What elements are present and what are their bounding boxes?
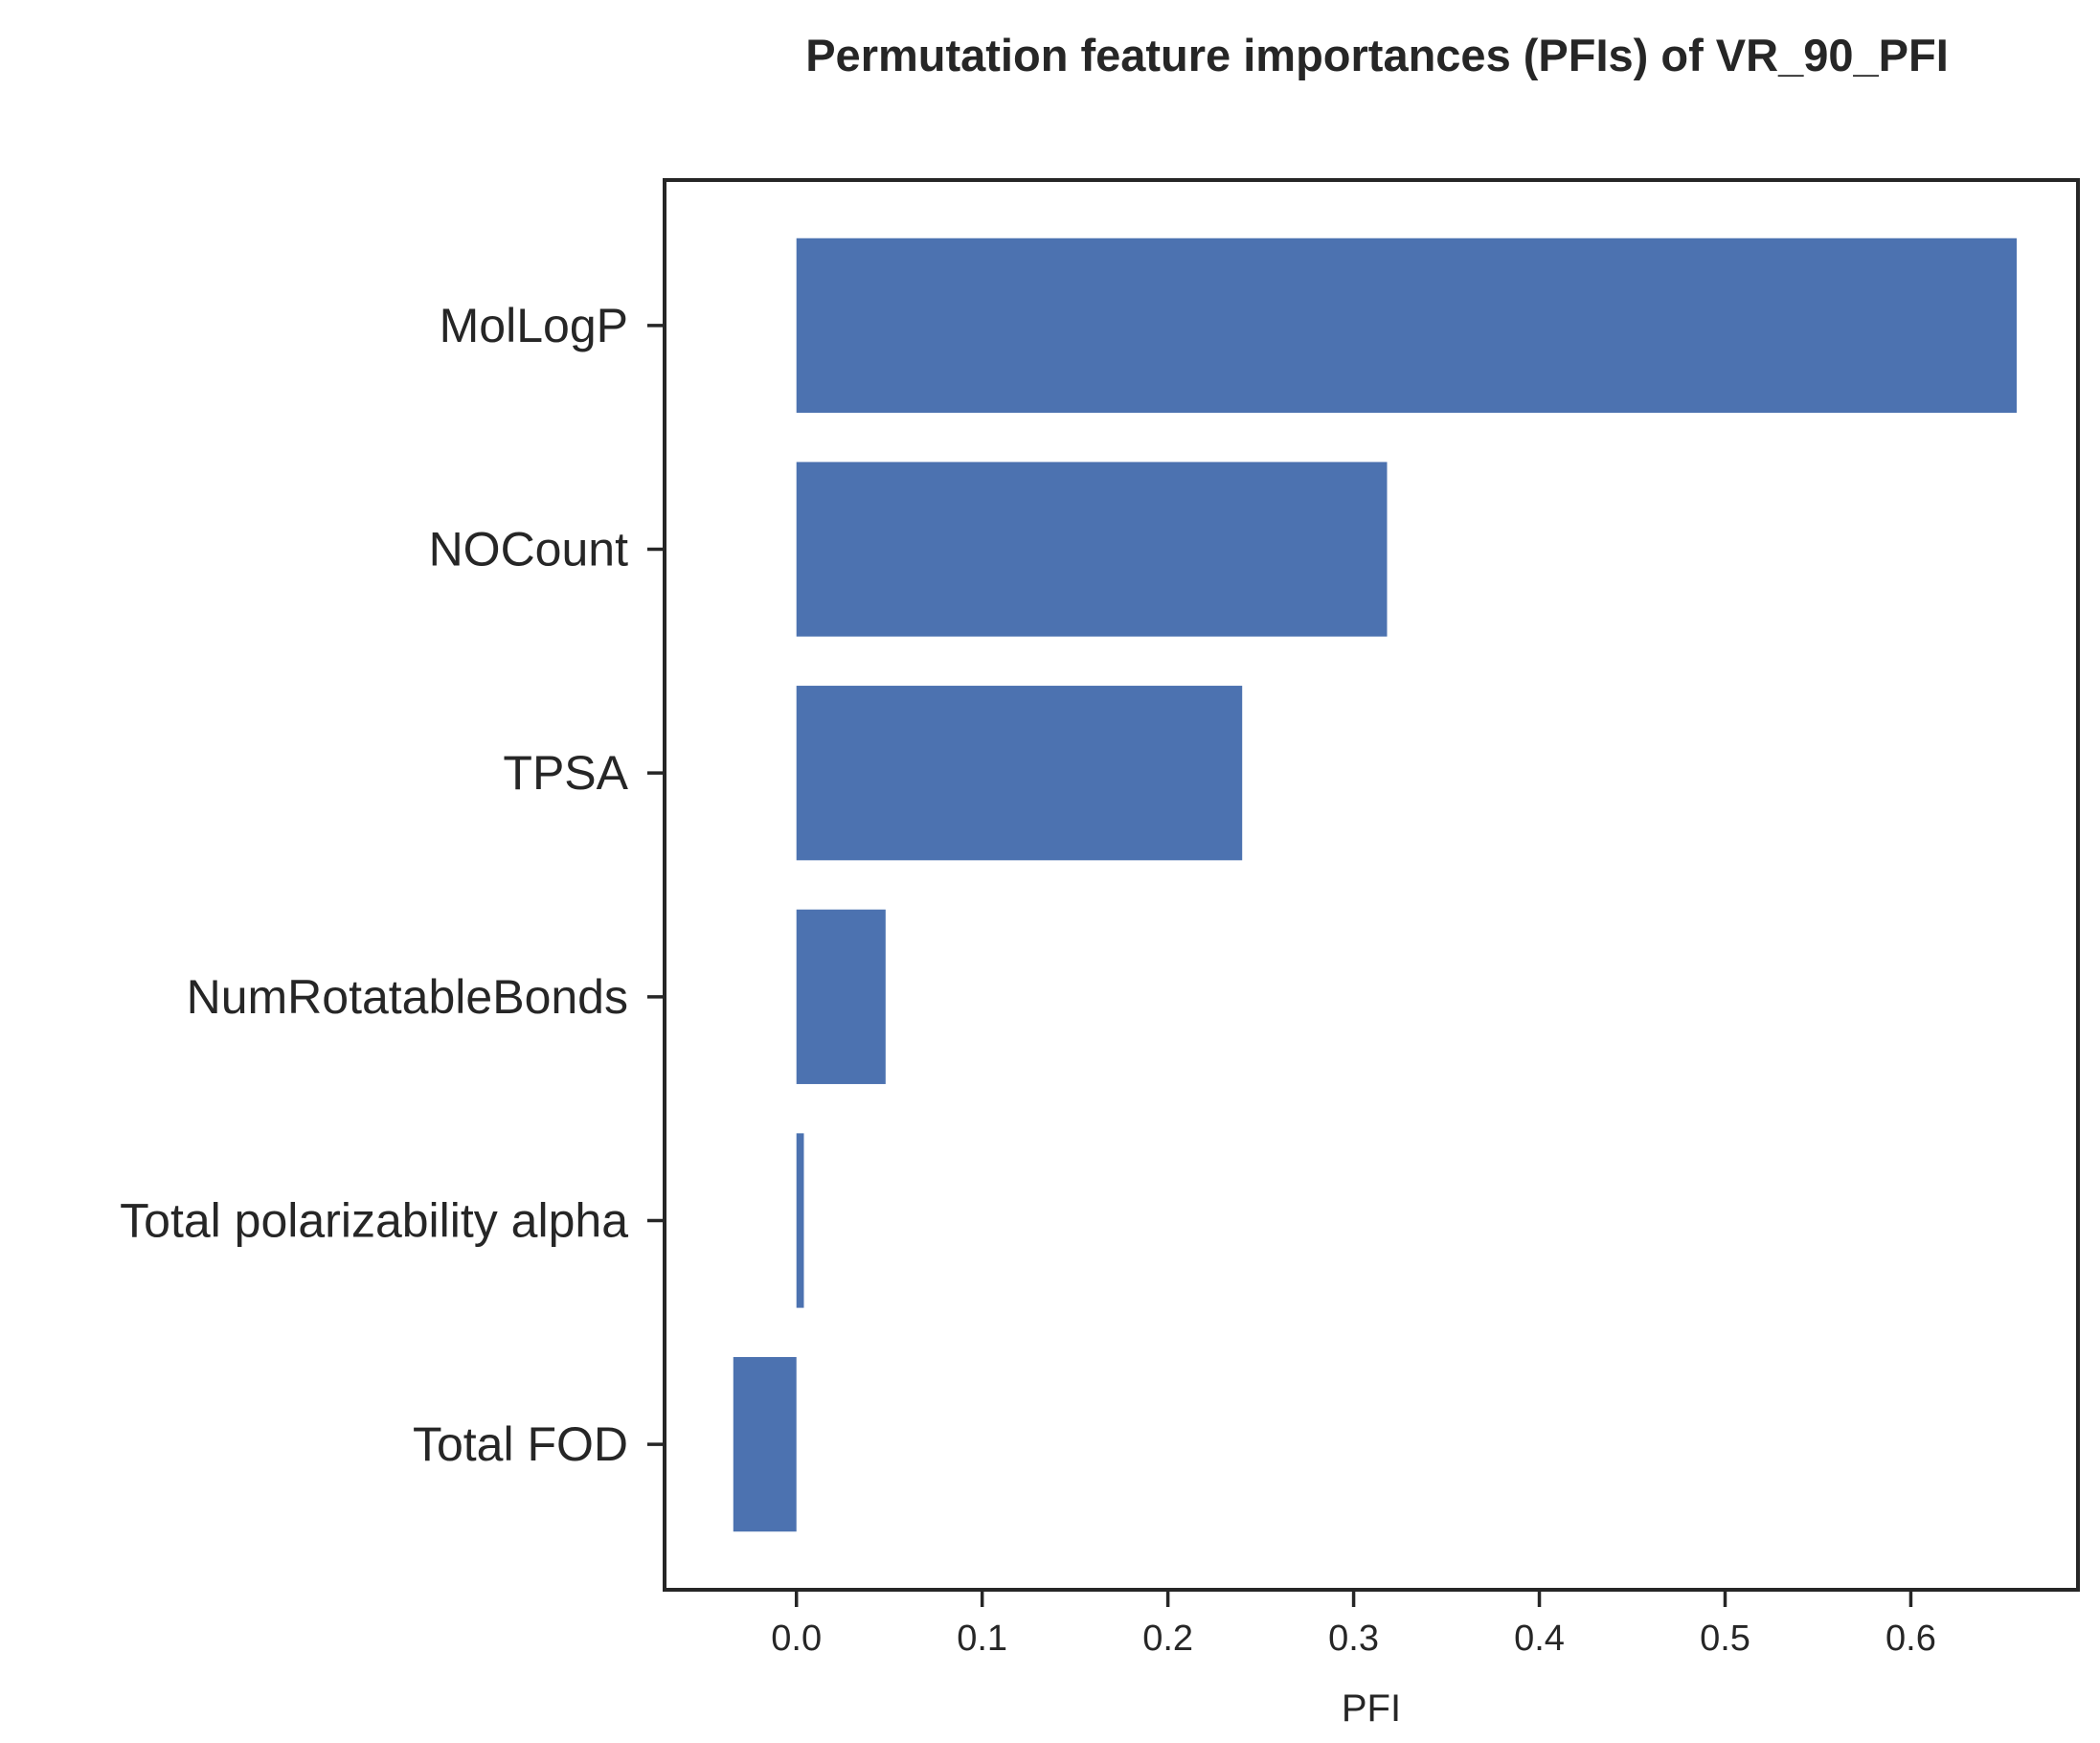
- x-tick-label-0-0: 0.0: [771, 1618, 822, 1659]
- y-tick-label-total-fod: Total FOD: [413, 1417, 628, 1471]
- y-tick-label-numrotatablebonds: NumRotatableBonds: [187, 970, 628, 1024]
- y-axis: MolLogP NOCount TPSA NumRotatableBonds Total…: [120, 299, 665, 1471]
- x-tick-label-0-4: 0.4: [1514, 1618, 1565, 1659]
- chart-title: Permutation feature importances (PFIs) o…: [805, 30, 1949, 80]
- y-tick-label-total-polarizability-alpha: Total polarizability alpha: [120, 1193, 628, 1247]
- x-tick-label-0-1: 0.1: [957, 1618, 1007, 1659]
- bars-group: [734, 238, 2017, 1532]
- x-tick-label-0-2: 0.2: [1142, 1618, 1193, 1659]
- bar-total-polarizability-alpha: [797, 1133, 804, 1307]
- y-tick-label-nocount: NOCount: [429, 523, 629, 577]
- bar-nocount: [797, 462, 1388, 636]
- x-tick-label-0-3: 0.3: [1328, 1618, 1379, 1659]
- bar-tpsa: [797, 686, 1242, 860]
- bar-numrotatablebonds: [797, 910, 886, 1084]
- y-tick-label-tpsa: TPSA: [503, 746, 628, 800]
- x-axis-label: PFI: [1342, 1687, 1401, 1730]
- x-axis: 0.0 0.1 0.2 0.3 0.4 0.5 0.6: [771, 1590, 1936, 1659]
- bar-total-fod: [734, 1357, 797, 1531]
- x-tick-label-0-5: 0.5: [1700, 1618, 1750, 1659]
- bar-mollogp: [797, 238, 2017, 413]
- y-tick-label-mollogp: MolLogP: [440, 299, 628, 352]
- x-tick-label-0-6: 0.6: [1885, 1618, 1936, 1659]
